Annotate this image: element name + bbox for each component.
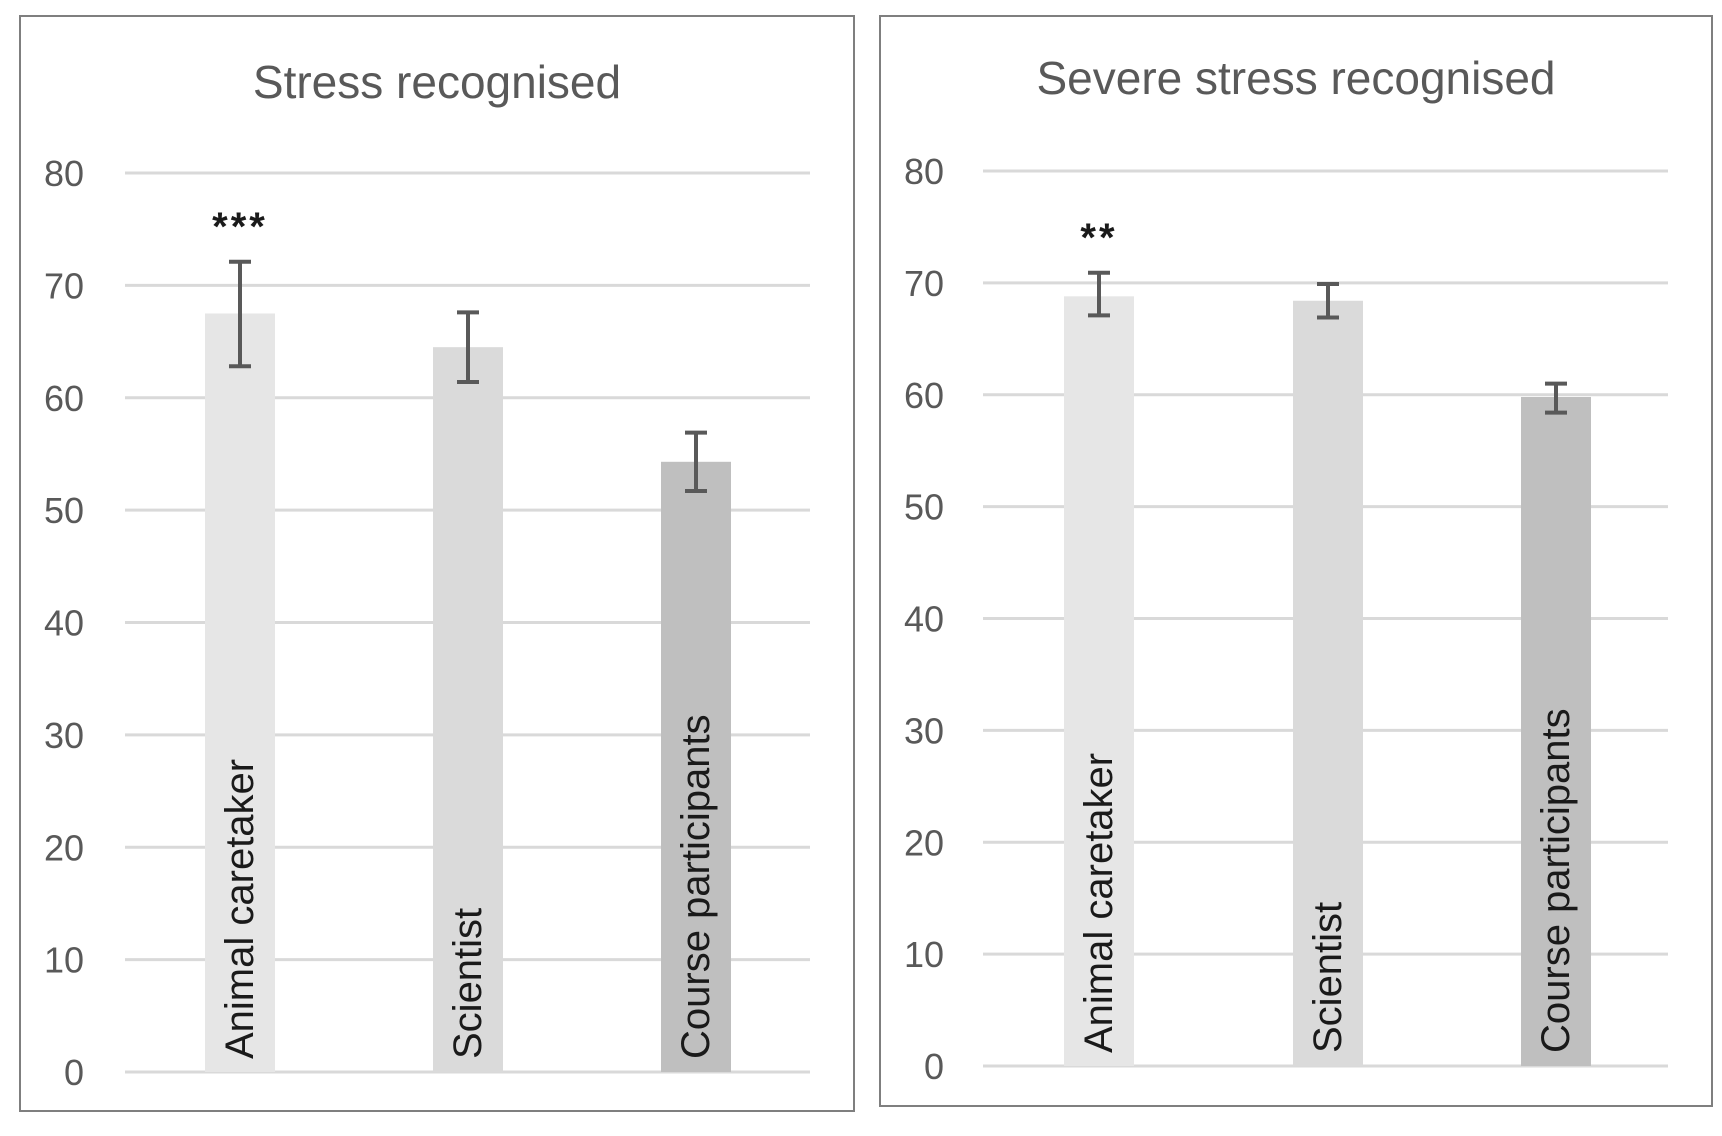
significance-marker: *** [212, 205, 268, 249]
y-tick-label: 60 [904, 375, 944, 416]
chart-title: Severe stress recognised [1036, 52, 1555, 104]
bar [661, 461, 731, 1073]
y-tick-label: 60 [44, 378, 84, 419]
error-bar [685, 430, 707, 494]
y-tick-label: 80 [904, 151, 944, 192]
bar [1064, 296, 1134, 1066]
category-label: Course participants [1534, 708, 1578, 1053]
y-tick-label: 40 [44, 603, 84, 644]
category-label: Scientist [446, 908, 490, 1059]
y-tick-label: 0 [64, 1052, 84, 1093]
y-tick-label: 20 [904, 822, 944, 863]
chart-title: Stress recognised [253, 56, 621, 108]
y-tick-label: 50 [904, 487, 944, 528]
chart-panel-severe-stress-recognised: Severe stress recognised 0 10 20 30 40 50 60 70… [879, 15, 1713, 1107]
y-tick-label: 70 [44, 265, 84, 306]
y-tick-label: 20 [44, 827, 84, 868]
error-bar [1317, 281, 1339, 320]
error-bar [1545, 381, 1567, 415]
category-label: Scientist [1306, 902, 1350, 1053]
error-bar [229, 259, 251, 369]
y-tick-label: 80 [44, 153, 84, 194]
bar [433, 347, 503, 1072]
category-label: Animal caretaker [218, 759, 262, 1059]
y-tick-label: 10 [904, 934, 944, 975]
bar [1293, 300, 1363, 1066]
y-tick-label: 0 [924, 1046, 944, 1087]
y-tick-label: 30 [904, 710, 944, 751]
category-label: Animal caretaker [1077, 753, 1121, 1053]
bar [1521, 396, 1591, 1066]
bar [205, 313, 275, 1072]
y-tick-label: 40 [904, 599, 944, 640]
y-tick-label: 70 [904, 263, 944, 304]
significance-marker: ** [1080, 216, 1117, 260]
y-tick-label: 50 [44, 490, 84, 531]
error-bar [457, 310, 479, 385]
y-tick-label: 30 [44, 715, 84, 756]
error-bar [1088, 270, 1110, 318]
chart-panel-stress-recognised: Stress recognised 0 10 20 30 40 50 60 70 80 Anim… [19, 15, 855, 1112]
y-tick-label: 10 [44, 940, 84, 981]
category-label: Course participants [674, 714, 718, 1059]
